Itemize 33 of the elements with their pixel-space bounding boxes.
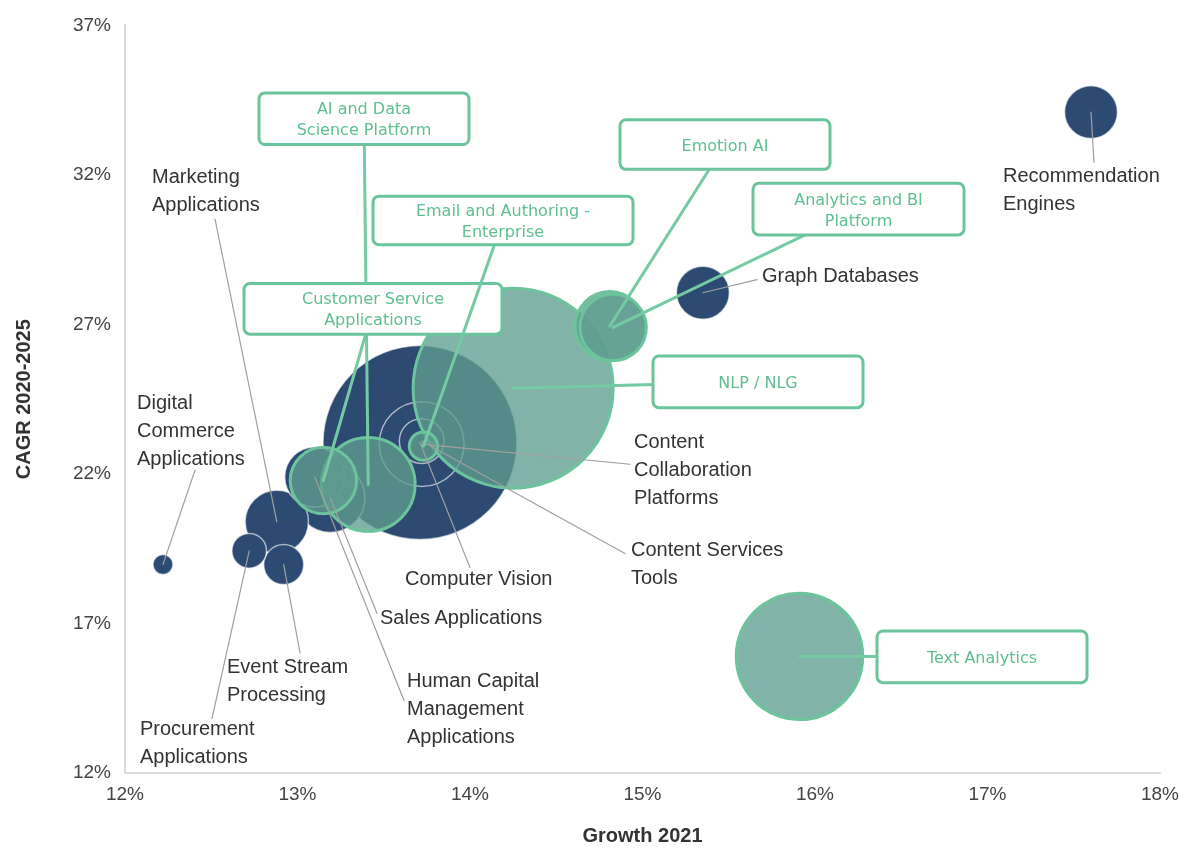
x-tick-label: 18% [1140, 782, 1180, 804]
annotation: Email and Authoring - Enterprise [415, 200, 591, 241]
annotation: Content Collaboration Platforms [634, 430, 752, 509]
annotation: Marketing Applications [152, 165, 260, 216]
annotation: Event Stream Processing [227, 654, 349, 705]
annotation: Digital Commerce Applications [137, 390, 245, 469]
annotation: Human Capital Management Applications [407, 668, 540, 747]
y-tick-label: 32% [72, 163, 112, 185]
y-axis-title: CAGR 2020-2025 [11, 319, 34, 480]
annotation: Analytics and BI Platform [794, 189, 923, 230]
annotation: Content Services Tools [631, 537, 784, 588]
y-tick-label: 27% [72, 312, 112, 334]
annotation: Sales Applications [380, 606, 543, 629]
y-tick-label: 12% [72, 761, 112, 783]
annotation: Graph Databases [762, 263, 919, 286]
annotation: Emotion AI [681, 135, 769, 155]
annotation: NLP / NLG [718, 372, 798, 392]
y-tick-label: 37% [72, 13, 112, 35]
x-tick-label: 15% [623, 782, 662, 804]
annotation: AI and Data Science Platform [296, 99, 432, 140]
annotation: Computer Vision [405, 567, 553, 590]
x-tick-label: 13% [278, 782, 317, 804]
annotation: Recommendation Engines [1003, 164, 1160, 215]
x-tick-label: 12% [105, 782, 145, 804]
x-axis-title: Growth 2021 [582, 823, 703, 846]
y-tick-label: 17% [72, 611, 112, 633]
y-tick-label: 22% [72, 462, 112, 484]
annotation: Customer Service Applications [302, 289, 444, 330]
annotation: Procurement Applications [140, 717, 255, 768]
annotation: Text Analytics [925, 647, 1038, 667]
x-tick-label: 17% [968, 782, 1007, 804]
x-tick-label: 14% [450, 782, 490, 804]
x-tick-label: 16% [795, 782, 835, 804]
